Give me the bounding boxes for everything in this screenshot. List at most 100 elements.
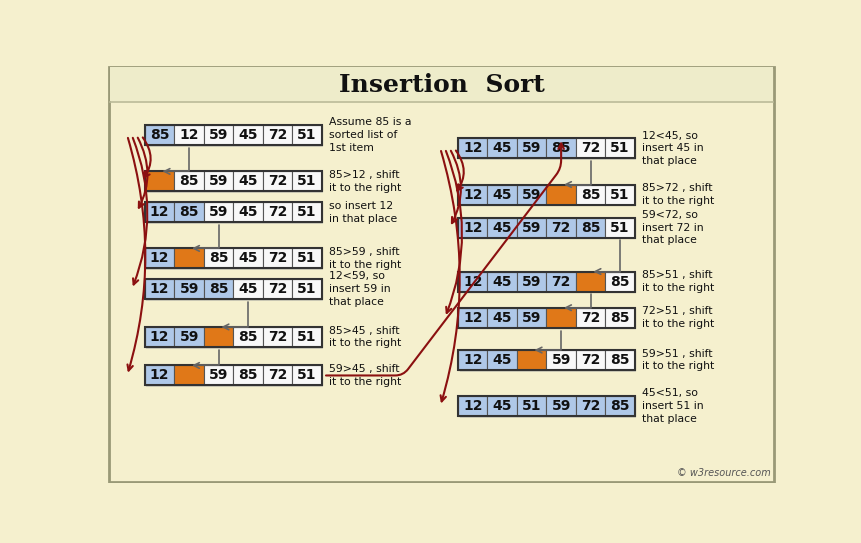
Text: 72: 72 <box>268 128 287 142</box>
FancyBboxPatch shape <box>517 350 546 370</box>
Text: 12: 12 <box>179 128 199 142</box>
Text: 12: 12 <box>462 187 482 201</box>
Text: 45: 45 <box>492 220 511 235</box>
Text: 85: 85 <box>551 141 570 155</box>
Text: 85>59 , shift
it to the right: 85>59 , shift it to the right <box>329 247 401 270</box>
Text: 85: 85 <box>208 251 228 266</box>
Text: 12<45, so
insert 45 in
that place: 12<45, so insert 45 in that place <box>641 130 703 166</box>
FancyBboxPatch shape <box>487 138 517 159</box>
FancyBboxPatch shape <box>292 327 321 347</box>
Text: 12: 12 <box>150 282 170 296</box>
FancyBboxPatch shape <box>263 202 292 222</box>
Text: 45: 45 <box>492 399 511 413</box>
FancyBboxPatch shape <box>263 279 292 299</box>
Text: 85: 85 <box>580 187 599 201</box>
Text: 59: 59 <box>551 353 570 367</box>
Text: 59: 59 <box>522 187 541 201</box>
FancyBboxPatch shape <box>174 327 203 347</box>
Text: 59<72, so
insert 72 in
that place: 59<72, so insert 72 in that place <box>641 210 703 245</box>
FancyBboxPatch shape <box>263 365 292 386</box>
FancyBboxPatch shape <box>263 172 292 192</box>
FancyBboxPatch shape <box>546 308 575 328</box>
Text: 72: 72 <box>268 369 287 382</box>
Text: 72: 72 <box>551 275 570 288</box>
Text: 51: 51 <box>610 220 629 235</box>
Text: 51: 51 <box>610 187 629 201</box>
Text: 51: 51 <box>297 282 316 296</box>
FancyBboxPatch shape <box>263 248 292 268</box>
Text: 59: 59 <box>208 205 228 219</box>
FancyBboxPatch shape <box>145 365 174 386</box>
FancyBboxPatch shape <box>517 272 546 292</box>
FancyBboxPatch shape <box>233 125 263 145</box>
FancyBboxPatch shape <box>203 365 233 386</box>
Text: Assume 85 is a
sorted list of
1st item: Assume 85 is a sorted list of 1st item <box>329 117 412 153</box>
Text: 59: 59 <box>179 330 199 344</box>
FancyBboxPatch shape <box>203 125 233 145</box>
FancyBboxPatch shape <box>146 329 323 349</box>
Text: 45: 45 <box>492 275 511 288</box>
Text: 72: 72 <box>268 251 287 266</box>
FancyBboxPatch shape <box>517 308 546 328</box>
Text: 85: 85 <box>179 174 199 188</box>
Text: 45: 45 <box>492 311 511 325</box>
FancyBboxPatch shape <box>146 281 323 301</box>
Text: 85: 85 <box>179 205 199 219</box>
Text: 12: 12 <box>150 330 170 344</box>
Text: 12: 12 <box>462 399 482 413</box>
FancyBboxPatch shape <box>174 172 203 192</box>
FancyBboxPatch shape <box>203 202 233 222</box>
FancyBboxPatch shape <box>174 248 203 268</box>
FancyBboxPatch shape <box>457 185 487 205</box>
FancyBboxPatch shape <box>174 279 203 299</box>
Text: 72: 72 <box>551 220 570 235</box>
FancyBboxPatch shape <box>546 396 575 416</box>
FancyBboxPatch shape <box>292 248 321 268</box>
Text: 51: 51 <box>297 251 316 266</box>
FancyBboxPatch shape <box>233 172 263 192</box>
FancyBboxPatch shape <box>292 279 321 299</box>
Text: 85>72 , shift
it to the right: 85>72 , shift it to the right <box>641 183 714 206</box>
FancyBboxPatch shape <box>292 125 321 145</box>
Text: 12: 12 <box>462 220 482 235</box>
Text: so insert 12
in that place: so insert 12 in that place <box>329 201 397 224</box>
FancyBboxPatch shape <box>203 279 233 299</box>
FancyBboxPatch shape <box>604 272 634 292</box>
FancyBboxPatch shape <box>233 279 263 299</box>
FancyBboxPatch shape <box>263 125 292 145</box>
Text: 51: 51 <box>297 174 316 188</box>
Text: 45: 45 <box>492 187 511 201</box>
FancyBboxPatch shape <box>459 186 635 206</box>
FancyBboxPatch shape <box>457 350 487 370</box>
FancyBboxPatch shape <box>487 218 517 238</box>
FancyBboxPatch shape <box>575 396 604 416</box>
Text: 45: 45 <box>238 128 257 142</box>
FancyBboxPatch shape <box>145 327 174 347</box>
FancyBboxPatch shape <box>203 248 233 268</box>
Text: 12: 12 <box>150 205 170 219</box>
FancyBboxPatch shape <box>110 67 772 102</box>
Text: 85: 85 <box>580 220 599 235</box>
FancyBboxPatch shape <box>459 398 635 418</box>
Text: 72: 72 <box>580 353 599 367</box>
Text: 59: 59 <box>179 282 199 296</box>
Text: 85: 85 <box>238 330 257 344</box>
FancyBboxPatch shape <box>517 185 546 205</box>
FancyBboxPatch shape <box>233 248 263 268</box>
FancyBboxPatch shape <box>604 396 634 416</box>
Text: 59: 59 <box>208 128 228 142</box>
FancyBboxPatch shape <box>146 367 323 387</box>
FancyBboxPatch shape <box>457 308 487 328</box>
FancyBboxPatch shape <box>203 327 233 347</box>
FancyBboxPatch shape <box>546 272 575 292</box>
FancyBboxPatch shape <box>517 396 546 416</box>
Text: 12: 12 <box>150 251 170 266</box>
Text: 45: 45 <box>238 205 257 219</box>
Text: 51: 51 <box>297 128 316 142</box>
Text: 59: 59 <box>522 220 541 235</box>
FancyBboxPatch shape <box>459 352 635 371</box>
FancyBboxPatch shape <box>145 248 174 268</box>
Text: 85: 85 <box>610 275 629 288</box>
Text: 85: 85 <box>150 128 170 142</box>
FancyBboxPatch shape <box>263 327 292 347</box>
